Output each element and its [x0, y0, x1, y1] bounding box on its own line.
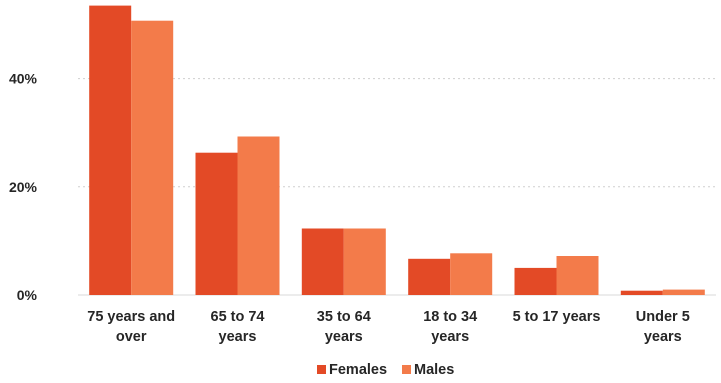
- x-tick-label: years: [431, 329, 469, 345]
- bar-females-0: [89, 5, 132, 295]
- bar-females-3: [408, 258, 451, 295]
- legend-swatch-males: [402, 365, 411, 374]
- x-tick-label: years: [219, 329, 257, 345]
- x-tick-label: years: [325, 329, 363, 345]
- legend-label-females: Females: [329, 362, 387, 378]
- x-tick-label: years: [644, 329, 682, 345]
- bar-males-0: [131, 20, 174, 295]
- legend: Females Males: [317, 362, 454, 378]
- bar-males-1: [237, 136, 280, 295]
- x-tick-label: 5 to 17 years: [513, 309, 601, 325]
- x-tick-label: 18 to 34: [423, 309, 477, 325]
- grid-layer: [78, 78, 716, 296]
- x-tick-label: 75 years and: [87, 309, 175, 325]
- y-tick-label: 0%: [17, 287, 38, 303]
- bar-males-2: [343, 228, 386, 295]
- bar-males-5: [662, 289, 705, 295]
- bar-females-5: [620, 290, 663, 295]
- x-tick-label: Under 5: [636, 309, 690, 325]
- x-tick-label: 65 to 74: [211, 309, 265, 325]
- x-axis-ticks: 75 years and over 65 to 74 years 35 to 64 yea…: [87, 309, 690, 345]
- bar-males-4: [556, 256, 599, 295]
- bar-females-2: [301, 228, 344, 295]
- y-axis-ticks: 0% 20% 40%: [9, 71, 38, 303]
- y-tick-label: 20%: [9, 179, 38, 195]
- legend-swatch-females: [317, 365, 326, 374]
- x-tick-label: over: [116, 329, 147, 345]
- bar-females-4: [514, 267, 557, 295]
- y-tick-label: 40%: [9, 71, 38, 87]
- bar-females-1: [195, 152, 238, 295]
- bars-layer: [89, 5, 705, 295]
- bar-males-3: [450, 253, 493, 295]
- legend-label-males: Males: [414, 362, 454, 378]
- x-tick-label: 35 to 64: [317, 309, 371, 325]
